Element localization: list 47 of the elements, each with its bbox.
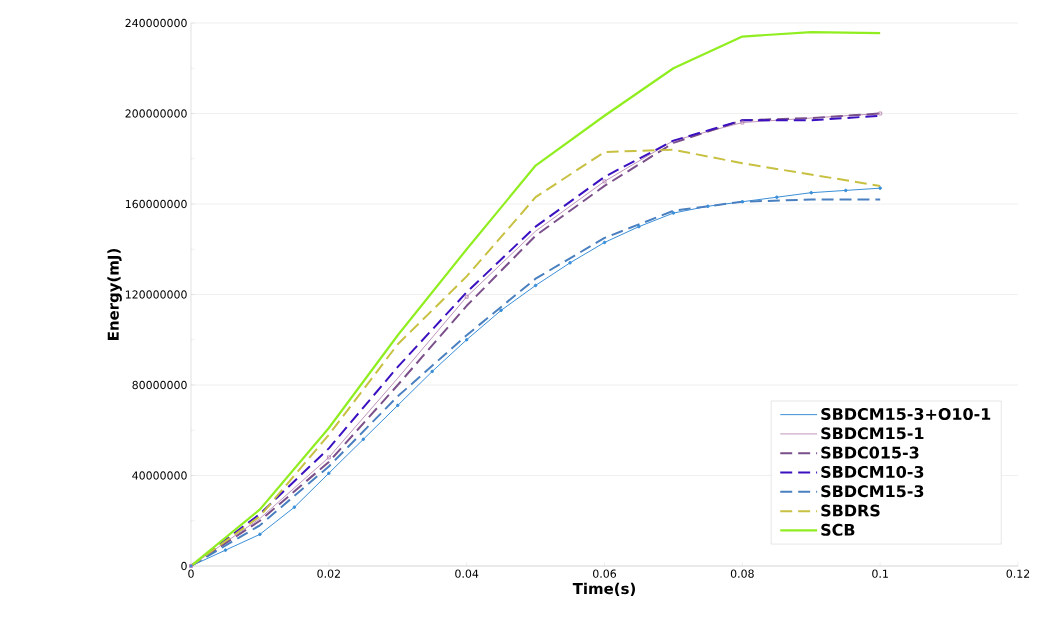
point: [740, 199, 745, 204]
point: [499, 308, 503, 313]
point: [637, 224, 641, 229]
point: [292, 505, 297, 509]
y-tick-label: 0: [181, 561, 187, 571]
point: [843, 188, 848, 193]
point: [602, 179, 607, 184]
x-tick-label: 0.08: [730, 569, 754, 578]
point: [258, 532, 262, 537]
y-tick-label: 240000000: [125, 18, 187, 28]
point: [568, 261, 572, 265]
point: [878, 186, 882, 190]
point: [430, 369, 435, 374]
point: [464, 337, 469, 342]
point: [326, 455, 331, 460]
y-tick-label: 40000000: [132, 471, 187, 480]
point: [740, 120, 745, 125]
point: [809, 190, 814, 195]
x-tick-label: 0: [188, 569, 194, 578]
point: [361, 437, 366, 442]
y-axis-title: Energy(mJ): [107, 248, 122, 340]
point: [327, 471, 331, 476]
y-tick-label: 120000000: [125, 290, 187, 299]
x-tick-label: 0.1: [872, 569, 888, 578]
x-axis-title: Time(s): [572, 582, 636, 596]
legend-label: SBDCM15-1: [821, 427, 924, 440]
point: [602, 240, 607, 245]
point: [395, 403, 400, 408]
x-tick-label: 0.12: [1006, 569, 1030, 578]
point: [533, 283, 538, 288]
x-tick-label: 0.04: [455, 569, 479, 578]
point: [671, 211, 676, 215]
legend-label: SCB: [821, 523, 855, 536]
legend-label: SBDRS: [821, 504, 880, 517]
point: [464, 294, 469, 299]
point: [706, 204, 710, 209]
y-tick-label: 160000000: [125, 199, 187, 209]
y-tick-label: 80000000: [132, 380, 187, 390]
legend-label: SBDCM15-3: [821, 485, 924, 498]
legend-label: SBDC015-3: [821, 446, 919, 459]
x-tick-label: 0.02: [317, 569, 340, 578]
x-tick-label: 0.06: [593, 569, 617, 578]
legend-label: SBDCM15-3+O10-1: [821, 407, 991, 421]
point: [223, 548, 228, 552]
y-tick-label: 200000000: [125, 109, 187, 118]
legend-label: SBDCM10-3: [821, 465, 924, 478]
point: [775, 195, 779, 199]
